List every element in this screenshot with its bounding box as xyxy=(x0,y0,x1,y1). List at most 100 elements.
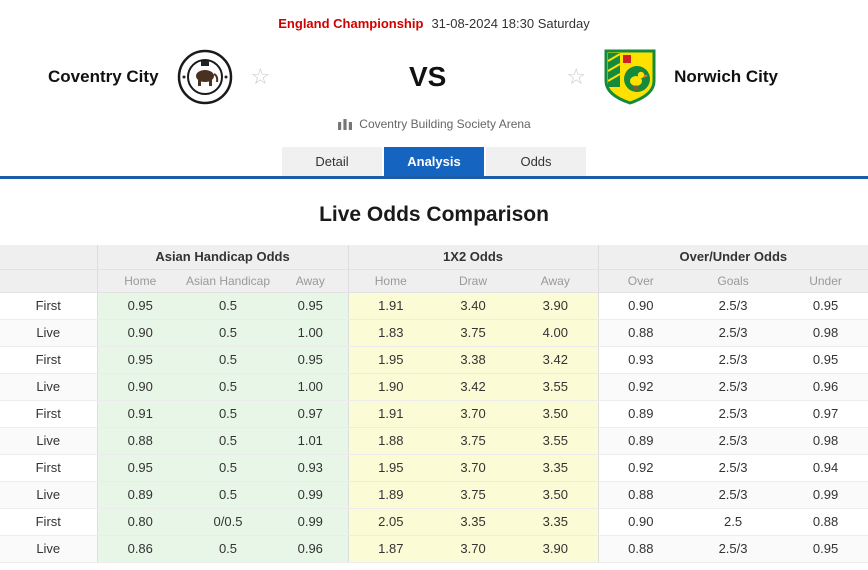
favorite-star-icon[interactable]: ☆ xyxy=(566,64,587,89)
1x2-odds-cell: 1.89 xyxy=(347,481,434,509)
over-under-odds-cell: 0.95 xyxy=(783,346,868,374)
over-under-odds-cell: 2.5/3 xyxy=(683,427,784,455)
row-label: Live xyxy=(0,319,97,347)
tab-analysis[interactable]: Analysis xyxy=(384,147,484,176)
1x2-odds-cell: 3.70 xyxy=(433,454,514,482)
asian-handicap-odds-cell: 0.90 xyxy=(96,373,183,401)
odds-table-row: First 0.95 0.5 0.95 1.91 3.40 3.90 0.90 2.5/3 0.9… xyxy=(0,292,868,320)
odds-table-row: First 0.80 0/0.5 0.99 2.05 3.35 3.35 0.90 2.5 0.8… xyxy=(0,508,868,536)
asian-handicap-odds-cell: 0.5 xyxy=(183,400,273,428)
odds-table-row: Live 0.90 0.5 1.00 1.90 3.42 3.55 0.92 2.5/3 0.96 xyxy=(0,373,868,401)
1x2-odds-cell: 1.95 xyxy=(347,346,434,374)
asian-handicap-odds-cell: 0.99 xyxy=(273,481,349,509)
1x2-odds-cell: 3.35 xyxy=(513,454,599,482)
away-team-name: Norwich City xyxy=(674,67,778,86)
over-under-odds-cell: 2.5/3 xyxy=(683,454,784,482)
over-under-odds-cell: 0.97 xyxy=(783,400,868,428)
1x2-odds-cell: 3.90 xyxy=(513,292,599,320)
odds-table-row: First 0.91 0.5 0.97 1.91 3.70 3.50 0.89 2.5/3 0.9… xyxy=(0,400,868,428)
asian-handicap-odds-cell: 0.5 xyxy=(183,319,273,347)
subheader-spacer xyxy=(0,269,97,293)
odds-table-row: First 0.95 0.5 0.93 1.95 3.70 3.35 0.92 2.5/3 0.9… xyxy=(0,454,868,482)
tabs-bar: Detail Analysis Odds xyxy=(0,147,868,179)
odds-table-row: Live 0.88 0.5 1.01 1.88 3.75 3.55 0.89 2.5/3 0.98 xyxy=(0,427,868,455)
over-under-odds-cell: 2.5/3 xyxy=(683,292,784,320)
subheader-ah-home: Home xyxy=(96,269,183,293)
tab-detail[interactable]: Detail xyxy=(282,147,382,176)
group-header-asian-handicap: Asian Handicap Odds xyxy=(96,245,349,270)
asian-handicap-odds-cell: 1.00 xyxy=(273,319,349,347)
asian-handicap-odds-cell: 0.95 xyxy=(96,292,183,320)
tab-odds[interactable]: Odds xyxy=(486,147,586,176)
over-under-odds-cell: 0.92 xyxy=(597,454,684,482)
odds-table-row: First 0.95 0.5 0.95 1.95 3.38 3.42 0.93 2.5/3 0.9… xyxy=(0,346,868,374)
1x2-odds-cell: 3.40 xyxy=(433,292,514,320)
1x2-odds-cell: 3.50 xyxy=(513,400,599,428)
1x2-odds-cell: 3.38 xyxy=(433,346,514,374)
asian-handicap-odds-cell: 0.88 xyxy=(96,427,183,455)
1x2-odds-cell: 2.05 xyxy=(347,508,434,536)
over-under-odds-cell: 0.90 xyxy=(597,508,684,536)
1x2-odds-cell: 1.83 xyxy=(347,319,434,347)
over-under-odds-cell: 0.95 xyxy=(783,292,868,320)
1x2-odds-cell: 4.00 xyxy=(513,319,599,347)
1x2-odds-cell: 1.95 xyxy=(347,454,434,482)
1x2-odds-cell: 3.75 xyxy=(433,481,514,509)
over-under-odds-cell: 2.5/3 xyxy=(683,346,784,374)
row-label: Live xyxy=(0,481,97,509)
favorite-star-icon[interactable]: ☆ xyxy=(250,64,271,89)
over-under-odds-cell: 0.88 xyxy=(597,535,684,563)
1x2-odds-cell: 3.90 xyxy=(513,535,599,563)
1x2-odds-cell: 1.88 xyxy=(347,427,434,455)
league-name: England Championship xyxy=(278,16,424,31)
1x2-odds-cell: 3.70 xyxy=(433,400,514,428)
teams-row: Coventry City ☆ VS ☆ xyxy=(0,41,868,113)
venue-row: Coventry Building Society Arena xyxy=(0,117,868,131)
over-under-odds-cell: 2.5/3 xyxy=(683,319,784,347)
odds-table: Asian Handicap Odds 1X2 Odds Over/Under … xyxy=(0,245,868,563)
over-under-odds-cell: 2.5/3 xyxy=(683,373,784,401)
subheader-ou-under: Under xyxy=(783,269,868,293)
asian-handicap-odds-cell: 0.99 xyxy=(273,508,349,536)
subheader-ah-away: Away xyxy=(273,269,349,293)
odds-table-row: Live 0.89 0.5 0.99 1.89 3.75 3.50 0.88 2.5/3 0.99 xyxy=(0,481,868,509)
odds-table-row: Live 0.86 0.5 0.96 1.87 3.70 3.90 0.88 2.5/3 0.95 xyxy=(0,535,868,563)
asian-handicap-odds-cell: 0.95 xyxy=(96,454,183,482)
vs-label: VS xyxy=(409,61,447,92)
over-under-odds-cell: 0.93 xyxy=(597,346,684,374)
asian-handicap-odds-cell: 0.5 xyxy=(183,373,273,401)
row-label: First xyxy=(0,454,97,482)
asian-handicap-odds-cell: 0.95 xyxy=(273,292,349,320)
asian-handicap-odds-cell: 0.95 xyxy=(273,346,349,374)
over-under-odds-cell: 0.96 xyxy=(783,373,868,401)
1x2-odds-cell: 3.35 xyxy=(433,508,514,536)
1x2-odds-cell: 3.42 xyxy=(513,346,599,374)
asian-handicap-odds-cell: 0.91 xyxy=(96,400,183,428)
1x2-odds-cell: 3.35 xyxy=(513,508,599,536)
asian-handicap-odds-cell: 1.01 xyxy=(273,427,349,455)
over-under-odds-cell: 0.95 xyxy=(783,535,868,563)
1x2-odds-cell: 3.50 xyxy=(513,481,599,509)
asian-handicap-odds-cell: 0.93 xyxy=(273,454,349,482)
asian-handicap-odds-cell: 0.5 xyxy=(183,427,273,455)
group-header-spacer xyxy=(0,245,97,270)
odds-table-row: Live 0.90 0.5 1.00 1.83 3.75 4.00 0.88 2.5/3 0.98 xyxy=(0,319,868,347)
over-under-odds-cell: 2.5/3 xyxy=(683,481,784,509)
subheader-1x2-draw: Draw xyxy=(433,269,514,293)
1x2-odds-cell: 3.55 xyxy=(513,373,599,401)
asian-handicap-odds-cell: 1.00 xyxy=(273,373,349,401)
asian-handicap-odds-cell: 0.5 xyxy=(183,454,273,482)
away-team: ☆ Norwich City xyxy=(566,49,868,105)
row-label: First xyxy=(0,292,97,320)
subheader-ou-over: Over xyxy=(597,269,684,293)
group-header-over-under: Over/Under Odds xyxy=(597,245,868,270)
over-under-odds-cell: 0.90 xyxy=(597,292,684,320)
over-under-odds-cell: 0.89 xyxy=(597,427,684,455)
over-under-odds-cell: 0.88 xyxy=(783,508,868,536)
asian-handicap-odds-cell: 0.97 xyxy=(273,400,349,428)
asian-handicap-odds-cell: 0.5 xyxy=(183,535,273,563)
1x2-odds-cell: 1.87 xyxy=(347,535,434,563)
asian-handicap-odds-cell: 0.96 xyxy=(273,535,349,563)
match-header-line: England Championship 31-08-2024 18:30 Sat… xyxy=(0,0,868,31)
